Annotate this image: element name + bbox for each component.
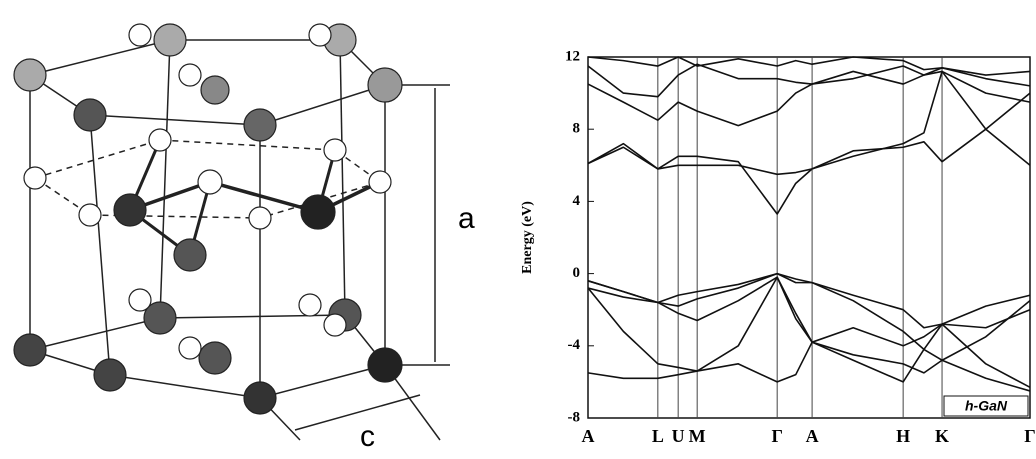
x-tick-label: L [652, 426, 664, 446]
lattice-label-c: c [360, 420, 375, 453]
band-line [587, 56, 1031, 87]
lattice-label-a: a [458, 202, 475, 235]
x-tick-label: M [689, 426, 706, 446]
band-structure: -8 -4 0 4 8 12 A L U M Γ A H K Γ Energy (eV) h-GaN [520, 48, 1036, 446]
band-line [587, 272, 1031, 362]
plot-frame [587, 56, 1031, 419]
band-line [587, 70, 1031, 215]
x-tick-label: Γ [771, 426, 782, 446]
y-tick-label: 0 [573, 265, 581, 281]
inset-label: h-GaN [965, 398, 1008, 414]
band-line [587, 276, 1031, 392]
band-line [587, 323, 1031, 389]
band-line [587, 63, 1031, 98]
x-tick-label: A [582, 426, 595, 446]
crystal-diagram [13, 23, 450, 441]
band-line [587, 272, 1031, 329]
band-line [587, 92, 1031, 176]
y-tick-label: 8 [573, 121, 581, 137]
y-tick-label: -8 [568, 409, 581, 425]
x-tick-label: K [935, 426, 949, 446]
x-tick-label: U [672, 426, 685, 446]
band-line [587, 276, 1031, 347]
x-tick-label: A [806, 426, 819, 446]
y-tick-label: 12 [565, 48, 580, 64]
x-tick-label: Γ [1024, 426, 1035, 446]
x-tick-label: H [896, 426, 910, 446]
inset-box [943, 395, 1029, 417]
y-axis-label: Energy (eV) [520, 201, 535, 274]
y-tick-label: -4 [568, 337, 581, 353]
band-line [587, 70, 1031, 127]
y-tick-label: 4 [573, 193, 581, 209]
